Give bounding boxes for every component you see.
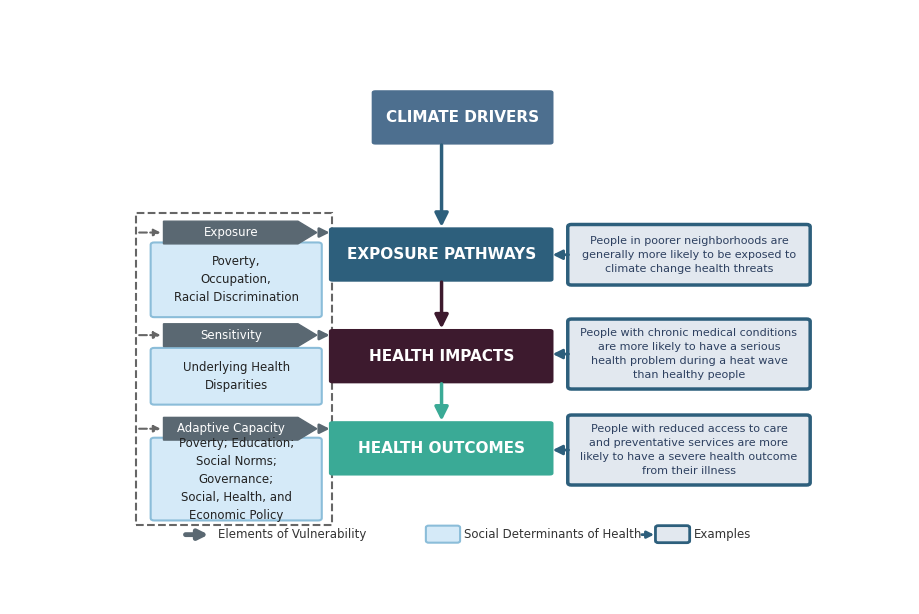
Text: Examples: Examples — [693, 528, 751, 541]
Text: Adaptive Capacity: Adaptive Capacity — [176, 422, 284, 435]
Text: HEALTH OUTCOMES: HEALTH OUTCOMES — [357, 441, 524, 456]
FancyBboxPatch shape — [425, 526, 460, 543]
Polygon shape — [164, 418, 316, 440]
FancyBboxPatch shape — [567, 225, 810, 285]
FancyBboxPatch shape — [567, 415, 810, 485]
FancyBboxPatch shape — [329, 421, 553, 475]
Polygon shape — [164, 221, 316, 244]
Text: Social Determinants of Health: Social Determinants of Health — [464, 528, 641, 541]
FancyBboxPatch shape — [151, 438, 322, 521]
FancyBboxPatch shape — [371, 90, 553, 144]
Text: Sensitivity: Sensitivity — [199, 328, 261, 341]
FancyBboxPatch shape — [329, 227, 553, 282]
Text: Underlying Health
Disparities: Underlying Health Disparities — [183, 361, 289, 392]
Polygon shape — [164, 324, 316, 346]
Text: People with chronic medical conditions
are more likely to have a serious
health : People with chronic medical conditions a… — [580, 328, 797, 380]
Text: Exposure: Exposure — [203, 226, 257, 239]
FancyBboxPatch shape — [151, 243, 322, 317]
FancyBboxPatch shape — [654, 526, 689, 543]
Text: EXPOSURE PATHWAYS: EXPOSURE PATHWAYS — [346, 247, 535, 262]
Text: Poverty,
Occupation,
Racial Discrimination: Poverty, Occupation, Racial Discriminati… — [174, 255, 299, 305]
Text: HEALTH IMPACTS: HEALTH IMPACTS — [369, 349, 514, 363]
FancyBboxPatch shape — [567, 319, 810, 389]
Text: People in poorer neighborhoods are
generally more likely to be exposed to
climat: People in poorer neighborhoods are gener… — [582, 236, 795, 274]
FancyBboxPatch shape — [329, 329, 553, 383]
FancyBboxPatch shape — [151, 348, 322, 405]
Text: People with reduced access to care
and preventative services are more
likely to : People with reduced access to care and p… — [580, 424, 797, 476]
Text: Poverty; Education;
Social Norms;
Governance;
Social, Health, and
Economic Polic: Poverty; Education; Social Norms; Govern… — [178, 437, 293, 521]
Text: CLIMATE DRIVERS: CLIMATE DRIVERS — [386, 110, 539, 125]
Text: Elements of Vulnerability: Elements of Vulnerability — [218, 528, 367, 541]
